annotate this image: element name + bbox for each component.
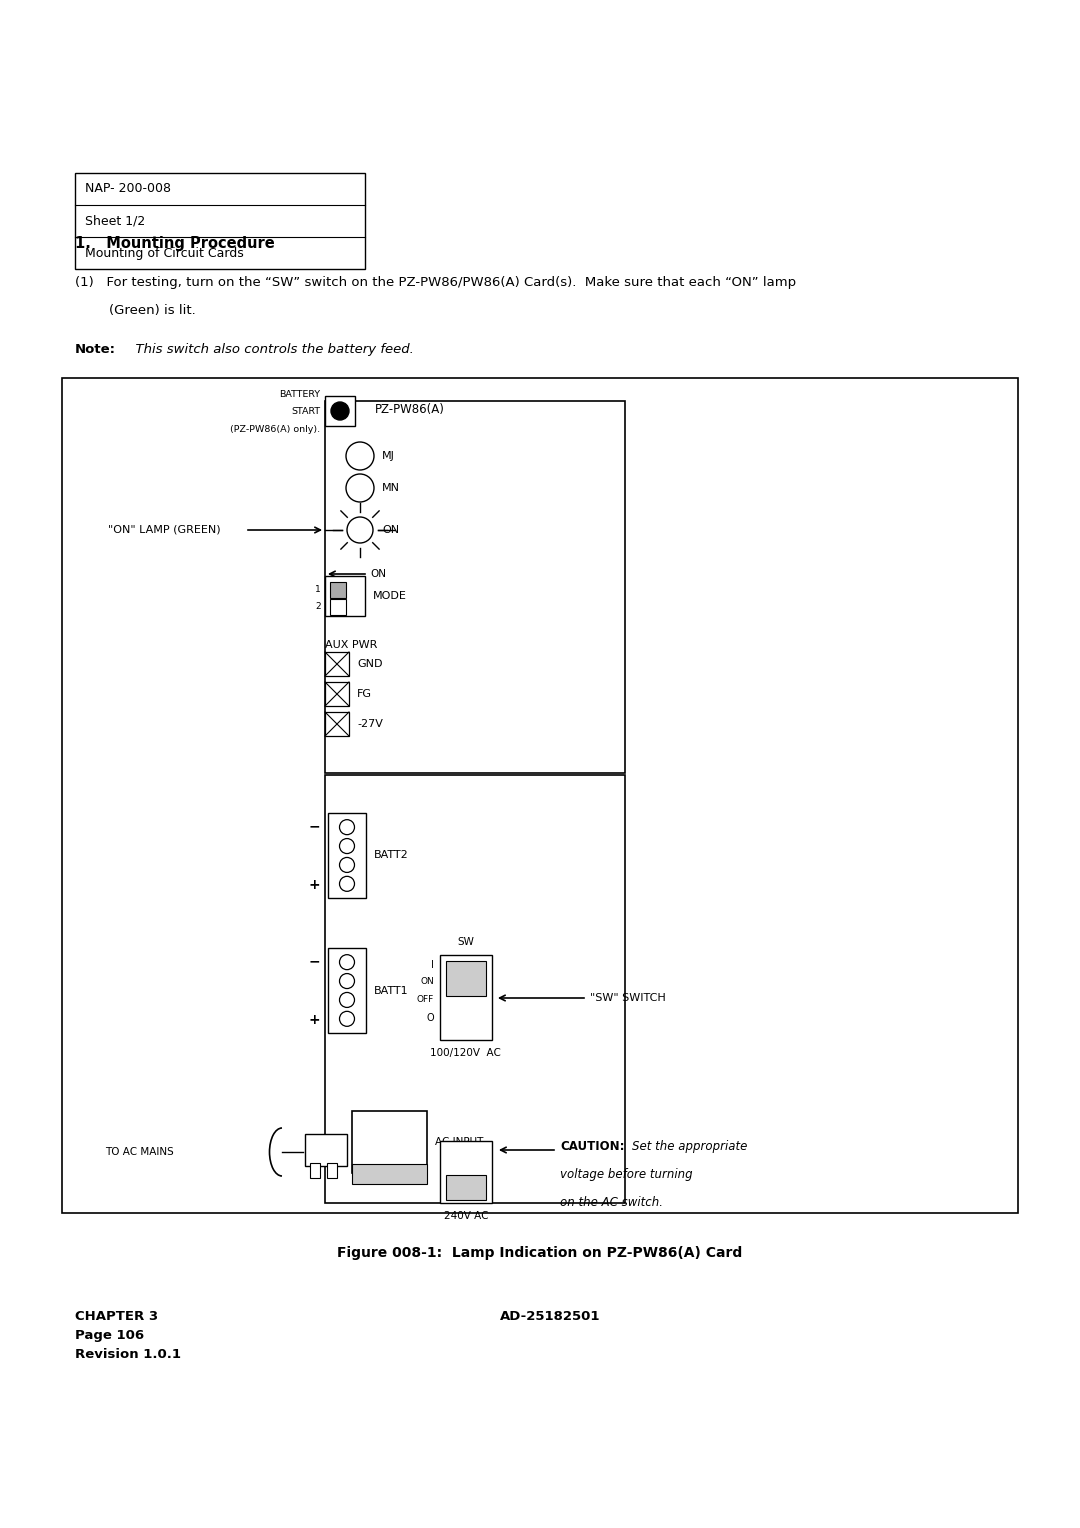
Text: AD-25182501: AD-25182501: [500, 1309, 600, 1323]
Text: GND: GND: [357, 659, 382, 669]
Text: (1)   For testing, turn on the “SW” switch on the PZ-PW86/PW86(A) Card(s).  Make: (1) For testing, turn on the “SW” switch…: [75, 277, 796, 289]
Text: ON: ON: [382, 526, 400, 535]
Text: BATT1: BATT1: [374, 986, 408, 996]
Bar: [328, 813, 366, 898]
Text: SW: SW: [458, 937, 474, 947]
Text: −: −: [309, 819, 320, 833]
Text: This switch also controls the battery feed.: This switch also controls the battery fe…: [127, 342, 414, 356]
Text: OFF: OFF: [417, 995, 434, 1004]
Text: 240V AC: 240V AC: [444, 1212, 488, 1221]
Text: AC INPUT: AC INPUT: [435, 1137, 484, 1148]
Bar: [446, 961, 486, 996]
Bar: [440, 1141, 492, 1203]
Circle shape: [330, 402, 349, 420]
Text: voltage before turning: voltage before turning: [561, 1167, 692, 1181]
Text: Set the appropriate: Set the appropriate: [632, 1140, 747, 1154]
Text: BATT2: BATT2: [374, 851, 408, 860]
Bar: [328, 947, 366, 1033]
Text: BATTERY: BATTERY: [279, 390, 320, 399]
Bar: [325, 712, 349, 736]
Text: ON: ON: [370, 568, 386, 579]
Text: O: O: [427, 1013, 434, 1024]
Text: Figure 008-1:  Lamp Indication on PZ-PW86(A) Card: Figure 008-1: Lamp Indication on PZ-PW86…: [337, 1245, 743, 1261]
Text: +: +: [309, 1013, 320, 1027]
Text: -27V: -27V: [357, 720, 383, 729]
Text: PZ-PW86(A): PZ-PW86(A): [375, 403, 445, 417]
Text: "SW" SWITCH: "SW" SWITCH: [590, 993, 665, 1002]
Bar: [325, 652, 349, 675]
Text: CAUTION:: CAUTION:: [561, 1140, 624, 1154]
Bar: [440, 955, 492, 1041]
Text: MJ: MJ: [382, 451, 395, 461]
Text: Sheet 1/2: Sheet 1/2: [85, 214, 145, 228]
Text: 1.   Mounting Procedure: 1. Mounting Procedure: [75, 235, 274, 251]
Text: START: START: [291, 408, 320, 417]
Text: MN: MN: [382, 483, 400, 494]
Bar: [62, 377, 1018, 1213]
Text: NAP- 200-008: NAP- 200-008: [85, 182, 171, 196]
Text: I: I: [431, 960, 434, 970]
Bar: [446, 1175, 486, 1199]
Bar: [325, 775, 625, 1203]
Bar: [327, 1163, 337, 1178]
Bar: [330, 582, 346, 597]
Bar: [75, 173, 365, 269]
Bar: [305, 1134, 347, 1166]
Bar: [325, 576, 365, 616]
Bar: [352, 1164, 427, 1184]
Text: −: −: [309, 953, 320, 969]
Bar: [310, 1163, 320, 1178]
Bar: [325, 396, 355, 426]
Bar: [330, 599, 346, 614]
Text: on the AC switch.: on the AC switch.: [561, 1196, 663, 1209]
Bar: [352, 1111, 427, 1174]
Text: ON: ON: [420, 976, 434, 986]
Text: 100/120V  AC: 100/120V AC: [430, 1048, 501, 1057]
Bar: [325, 400, 625, 773]
Text: Mounting of Circuit Cards: Mounting of Circuit Cards: [85, 246, 244, 260]
Text: (PZ-PW86(A) only).: (PZ-PW86(A) only).: [230, 425, 320, 434]
Text: "ON" LAMP (GREEN): "ON" LAMP (GREEN): [108, 526, 220, 535]
Text: 1: 1: [315, 585, 321, 594]
Text: FG: FG: [357, 689, 372, 698]
Text: (Green) is lit.: (Green) is lit.: [75, 304, 195, 316]
Text: 2: 2: [315, 602, 321, 611]
Text: AUX PWR: AUX PWR: [325, 640, 377, 649]
Bar: [325, 681, 349, 706]
Text: CHAPTER 3
Page 106
Revision 1.0.1: CHAPTER 3 Page 106 Revision 1.0.1: [75, 1309, 181, 1361]
Text: Note:: Note:: [75, 342, 116, 356]
Text: MODE: MODE: [373, 591, 407, 601]
Text: TO AC MAINS: TO AC MAINS: [105, 1148, 174, 1157]
Text: +: +: [309, 879, 320, 892]
